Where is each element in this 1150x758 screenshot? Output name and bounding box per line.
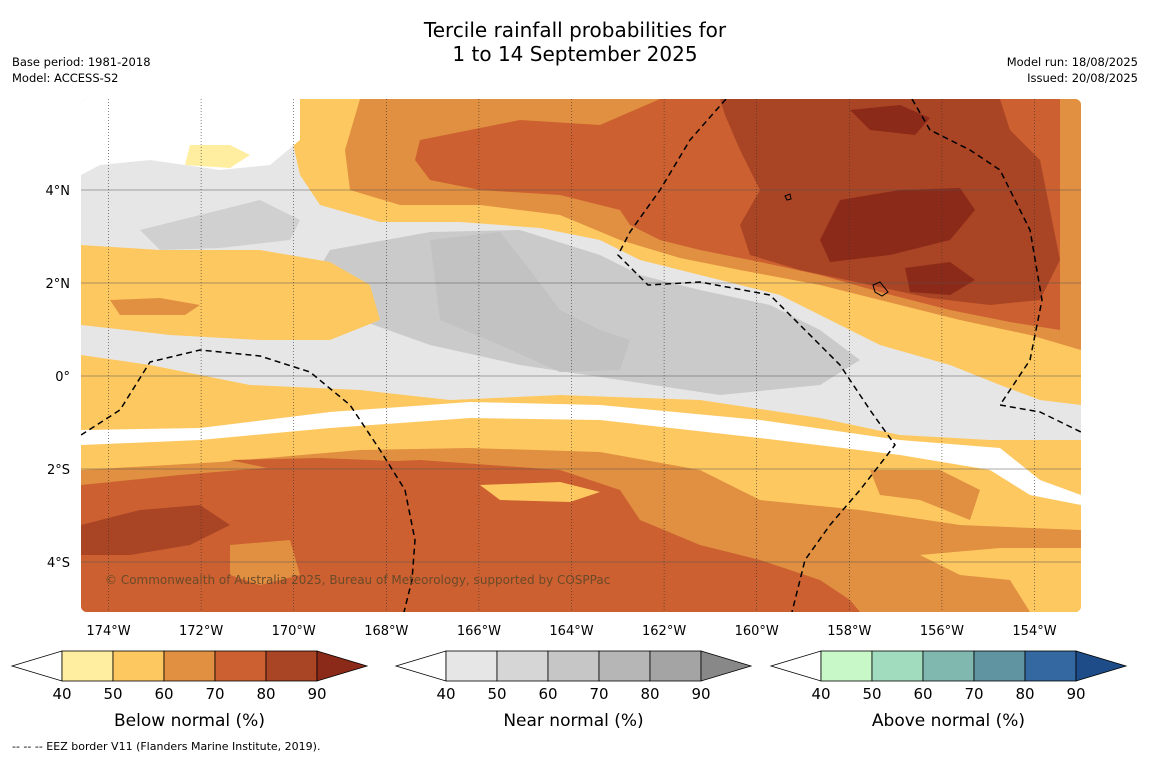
below-normal-west-60 bbox=[110, 298, 200, 315]
colorbar-tick: 60 bbox=[154, 685, 173, 703]
colorbar-segment bbox=[1024, 650, 1077, 682]
lon-label: 156°W bbox=[920, 624, 964, 639]
eez-border-west bbox=[81, 349, 416, 612]
colorbar-arrow-left bbox=[394, 650, 447, 682]
meta-right: Model run: 18/08/2025 Issued: 20/08/2025 bbox=[1007, 54, 1138, 86]
colorbar-segment bbox=[649, 650, 702, 682]
colorbars: 40 50 60 70 80 90 Below normal (%) 40 50 60 70 80 90… bbox=[10, 650, 1128, 731]
eez-footnote: -- -- -- EEZ border V11 (Flanders Marine… bbox=[12, 740, 321, 753]
colorbar-segment bbox=[547, 650, 600, 682]
island-outline bbox=[872, 281, 889, 297]
issued-date: Issued: 20/08/2025 bbox=[1027, 71, 1138, 85]
title-line-2: 1 to 14 September 2025 bbox=[452, 42, 698, 66]
colorbar-tick: 50 bbox=[862, 685, 881, 703]
lon-label: 154°W bbox=[1012, 624, 1056, 639]
colorbar-segment bbox=[598, 650, 651, 682]
near-normal-core-2 bbox=[430, 232, 630, 372]
lon-label: 162°W bbox=[642, 624, 686, 639]
lon-label: 174°W bbox=[86, 624, 130, 639]
colorbar-arrow-right bbox=[1075, 650, 1128, 682]
colorbar-tick: 70 bbox=[205, 685, 224, 703]
below-normal-north-90 bbox=[820, 188, 975, 262]
lon-label: 158°W bbox=[827, 624, 871, 639]
below-normal-north-90c bbox=[905, 262, 975, 295]
lon-label: 166°W bbox=[457, 624, 501, 639]
map-gridlines bbox=[81, 99, 1081, 612]
lon-label: 168°W bbox=[364, 624, 408, 639]
probability-field: © Commonwealth of Australia 2025, Bureau… bbox=[81, 99, 1081, 612]
lon-label: 172°W bbox=[179, 624, 223, 639]
lat-label: 0° bbox=[55, 370, 70, 385]
colorbar-tick: 40 bbox=[436, 685, 455, 703]
colorbar-tick: 80 bbox=[640, 685, 659, 703]
colorbar-arrow-right bbox=[316, 650, 369, 682]
colorbar-tick: 70 bbox=[964, 685, 983, 703]
lon-label: 160°W bbox=[735, 624, 779, 639]
model-name: Model: ACCESS-S2 bbox=[12, 71, 119, 85]
colorbar-tick: 60 bbox=[913, 685, 932, 703]
lon-label: 170°W bbox=[272, 624, 316, 639]
below-normal-south-50b bbox=[480, 482, 600, 502]
model-run: Model run: 18/08/2025 bbox=[1006, 55, 1138, 69]
axis-labels: 174°W 172°W 170°W 168°W 166°W 164°W 162°W 160°W… bbox=[46, 184, 1057, 639]
colorbar-arrow-left bbox=[769, 650, 822, 682]
colorbar-segment bbox=[214, 650, 267, 682]
colorbar-arrow-left bbox=[10, 650, 63, 682]
colorbar-segment bbox=[163, 650, 216, 682]
island-outline-2 bbox=[784, 193, 792, 201]
colorbar-name: Near normal (%) bbox=[503, 711, 643, 731]
below-normal-south-60b bbox=[230, 540, 300, 585]
colorbar-tick: 90 bbox=[1066, 685, 1085, 703]
below-normal-west-50 bbox=[81, 245, 380, 340]
copyright-text: © Commonwealth of Australia 2025, Bureau… bbox=[105, 573, 610, 587]
colorbar-tick: 90 bbox=[691, 685, 710, 703]
title-line-1: Tercile rainfall probabilities for bbox=[423, 18, 727, 42]
colorbar-arrow-right bbox=[700, 650, 753, 682]
colorbar-segment bbox=[265, 650, 318, 682]
colorbar-tick: 50 bbox=[103, 685, 122, 703]
colorbar-name: Above normal (%) bbox=[872, 711, 1025, 731]
near-normal-west bbox=[140, 200, 300, 250]
colorbar-tick: 50 bbox=[487, 685, 506, 703]
colorbar-segment bbox=[820, 650, 873, 682]
lat-label: 4°N bbox=[46, 184, 71, 199]
colorbar-segment bbox=[445, 650, 498, 682]
below-normal-south-80 bbox=[81, 505, 230, 555]
southern-white-border bbox=[81, 402, 1081, 505]
colorbar-tick: 60 bbox=[538, 685, 557, 703]
colorbar-segment bbox=[496, 650, 549, 682]
colorbar: 40 50 60 70 80 90 Above normal (%) bbox=[769, 650, 1128, 731]
colorbar-segment bbox=[112, 650, 165, 682]
colorbar-segment bbox=[871, 650, 924, 682]
lat-label: 2°N bbox=[46, 277, 71, 292]
lat-label: 4°S bbox=[47, 556, 70, 571]
colorbar-segment bbox=[61, 650, 114, 682]
colorbar-name: Below normal (%) bbox=[114, 711, 265, 731]
colorbar-segment bbox=[922, 650, 975, 682]
below-normal-south-60c bbox=[870, 470, 980, 520]
lat-label: 2°S bbox=[47, 463, 70, 478]
colorbar-tick: 90 bbox=[307, 685, 326, 703]
colorbar-tick: 80 bbox=[256, 685, 275, 703]
map-title: Tercile rainfall probabilities for 1 to … bbox=[0, 18, 1150, 66]
eez-border-east bbox=[911, 99, 1081, 433]
colorbar: 40 50 60 70 80 90 Below normal (%) bbox=[10, 650, 369, 731]
eez-border-central bbox=[617, 99, 896, 612]
colorbar: 40 50 60 70 80 90 Near normal (%) bbox=[394, 650, 753, 731]
meta-left: Base period: 1981-2018 Model: ACCESS-S2 bbox=[12, 54, 151, 86]
below-normal-north-90b bbox=[850, 105, 930, 135]
below-normal-south-50c bbox=[920, 548, 1081, 612]
lon-label: 164°W bbox=[549, 624, 593, 639]
colorbar-tick: 40 bbox=[811, 685, 830, 703]
colorbar-tick: 80 bbox=[1015, 685, 1034, 703]
base-period: Base period: 1981-2018 bbox=[12, 55, 151, 69]
colorbar-segment bbox=[973, 650, 1026, 682]
colorbar-tick: 70 bbox=[589, 685, 608, 703]
colorbar-tick: 40 bbox=[52, 685, 71, 703]
